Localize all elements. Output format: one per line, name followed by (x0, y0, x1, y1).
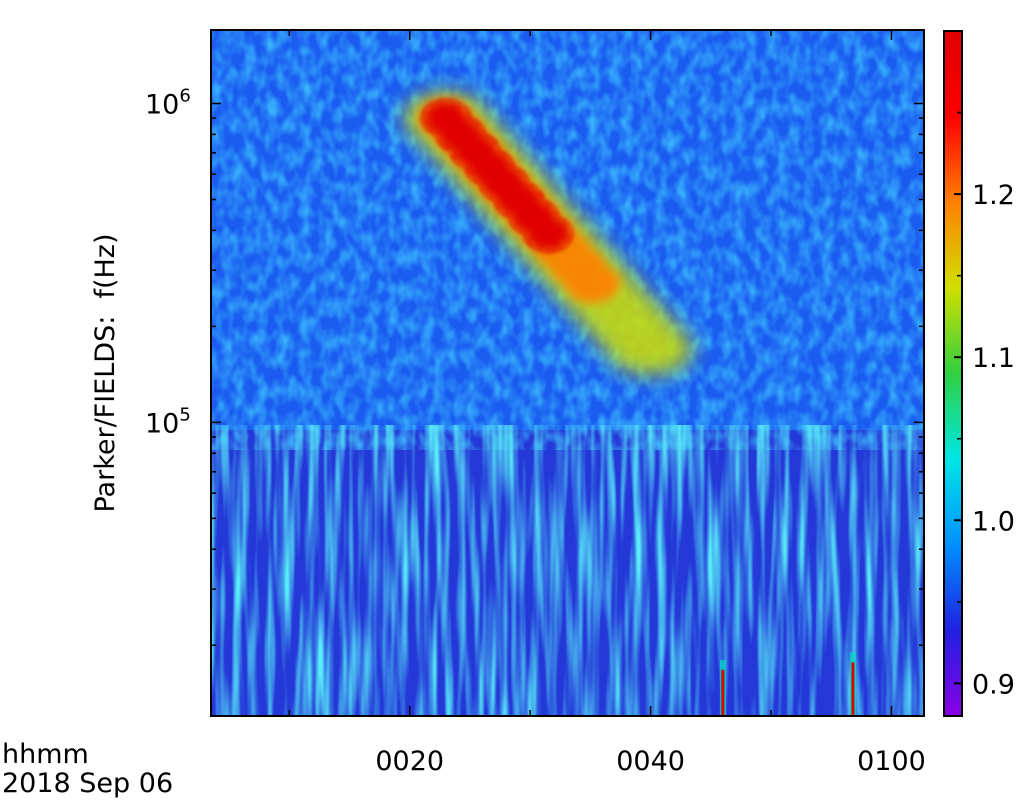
plot-frame (210, 29, 925, 717)
y-tick-label: 105 (145, 404, 191, 439)
spike-core (721, 669, 725, 716)
x-tick-label: 0040 (616, 746, 685, 777)
radio-burst-speckle-blob (522, 213, 575, 254)
spike-core (851, 662, 855, 716)
colorbar-gradient (944, 31, 962, 716)
x-axis-date-label: 2018 Sep 06 (2, 768, 173, 799)
x-tick-label: 0020 (375, 746, 444, 777)
colorbar-tick-label: 1.0 (972, 506, 1015, 537)
radio-burst-speckle (419, 98, 575, 254)
radio-burst-emission (403, 92, 693, 375)
y-axis: 105 106 (145, 85, 924, 647)
colorbar-tick-label: 1.2 (972, 180, 1015, 211)
spectrogram-plot-area (211, 30, 924, 716)
colorbar: 0.9 1.0 1.1 1.2 (943, 30, 1015, 717)
y-axis-label: Parker/FIELDS: f(Hz) (90, 233, 121, 512)
spike-features (719, 652, 856, 716)
x-axis-units-label: hhmm (2, 739, 89, 770)
radio-burst-halo-blob (608, 322, 693, 375)
y-tick-label: 106 (145, 85, 191, 120)
x-tick-label: 0100 (857, 746, 926, 777)
x-axis: 0020 0040 0100 (288, 30, 926, 777)
colorbar-tick-label: 0.9 (972, 669, 1015, 700)
colorbar-tick-label: 1.1 (972, 343, 1015, 374)
radio-burst-mid-blob (564, 262, 621, 303)
spectrogram-lowfreq-streaks (211, 425, 924, 716)
colorbar-frame (943, 30, 963, 717)
